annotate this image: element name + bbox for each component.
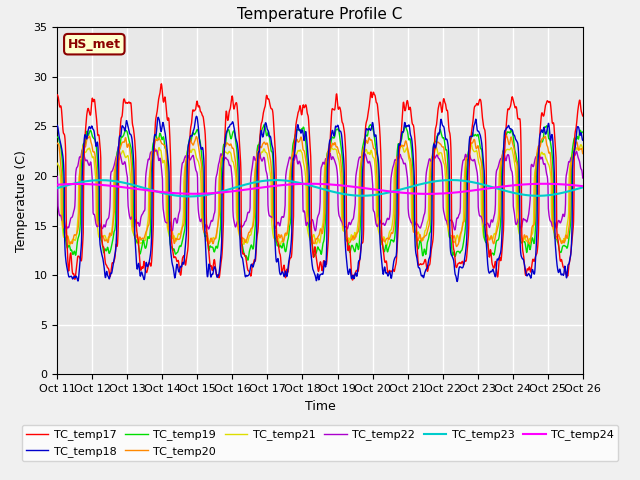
Line: TC_temp20: TC_temp20 <box>58 135 582 247</box>
TC_temp24 <box>297 181 305 187</box>
TC_temp20 <box>297 135 305 141</box>
TC_temp19 <box>288 159 296 165</box>
TC_temp24 <box>94 182 102 188</box>
TC_temp18 <box>115 135 123 141</box>
TC_temp22 <box>254 144 262 149</box>
TC_temp21 <box>467 140 475 146</box>
TC_temp17 <box>297 108 305 114</box>
TC_temp23 <box>297 180 305 186</box>
TC_temp21 <box>54 160 61 166</box>
TC_temp19 <box>115 147 123 153</box>
TC_temp17 <box>115 136 123 142</box>
TC_temp22 <box>288 157 296 163</box>
TC_temp23 <box>185 193 193 199</box>
TC_temp18 <box>193 113 200 119</box>
TC_temp19 <box>54 134 61 140</box>
Text: HS_met: HS_met <box>68 38 121 51</box>
TC_temp24 <box>276 182 284 188</box>
TC_temp23 <box>579 184 586 190</box>
TC_temp21 <box>115 156 123 162</box>
TC_temp22 <box>200 229 208 235</box>
TC_temp23 <box>447 177 455 183</box>
Line: TC_temp24: TC_temp24 <box>58 184 582 194</box>
TC_temp22 <box>353 167 361 172</box>
TC_temp18 <box>353 273 360 279</box>
TC_temp20 <box>115 146 123 152</box>
TC_temp18 <box>297 130 305 136</box>
TC_temp20 <box>452 244 460 250</box>
TC_temp21 <box>276 241 284 247</box>
Line: TC_temp22: TC_temp22 <box>58 146 582 232</box>
TC_temp23 <box>287 179 295 184</box>
TC_temp21 <box>287 160 295 166</box>
Line: TC_temp18: TC_temp18 <box>58 116 582 282</box>
TC_temp24 <box>306 181 314 187</box>
TC_temp18 <box>287 237 295 242</box>
TC_temp17 <box>287 253 295 259</box>
TC_temp18 <box>453 279 461 285</box>
TC_temp17 <box>349 277 356 283</box>
TC_temp20 <box>54 140 61 146</box>
TC_temp17 <box>54 92 61 98</box>
TC_temp21 <box>353 232 360 238</box>
TC_temp18 <box>54 122 61 128</box>
TC_temp18 <box>94 144 102 150</box>
TC_temp21 <box>94 228 102 234</box>
TC_temp24 <box>424 191 431 197</box>
TC_temp19 <box>277 243 285 249</box>
Title: Temperature Profile C: Temperature Profile C <box>237 7 403 22</box>
TC_temp21 <box>276 243 284 249</box>
TC_temp20 <box>276 235 284 240</box>
TC_temp17 <box>157 81 165 87</box>
TC_temp17 <box>579 113 586 119</box>
Line: TC_temp17: TC_temp17 <box>58 84 582 280</box>
TC_temp18 <box>276 272 284 277</box>
TC_temp20 <box>353 231 360 237</box>
TC_temp23 <box>54 185 61 191</box>
TC_temp18 <box>579 137 586 143</box>
TC_temp20 <box>287 160 295 166</box>
TC_temp20 <box>502 132 510 138</box>
Line: TC_temp23: TC_temp23 <box>58 180 582 196</box>
TC_temp21 <box>297 148 305 154</box>
TC_temp19 <box>579 129 586 135</box>
Line: TC_temp19: TC_temp19 <box>58 125 582 260</box>
TC_temp20 <box>579 151 586 156</box>
Legend: TC_temp17, TC_temp18, TC_temp19, TC_temp20, TC_temp21, TC_temp22, TC_temp23, TC_: TC_temp17, TC_temp18, TC_temp19, TC_temp… <box>22 425 618 461</box>
TC_temp20 <box>94 221 102 227</box>
TC_temp22 <box>277 217 285 223</box>
Y-axis label: Temperature (C): Temperature (C) <box>15 150 28 252</box>
TC_temp23 <box>115 179 123 185</box>
TC_temp24 <box>353 184 360 190</box>
TC_temp19 <box>298 127 305 132</box>
TC_temp17 <box>276 254 284 260</box>
TC_temp21 <box>579 145 586 151</box>
TC_temp19 <box>94 168 102 174</box>
TC_temp24 <box>579 183 586 189</box>
TC_temp22 <box>94 223 102 228</box>
TC_temp23 <box>276 177 284 183</box>
TC_temp22 <box>54 174 61 180</box>
TC_temp19 <box>353 241 361 247</box>
TC_temp23 <box>94 177 102 183</box>
TC_temp24 <box>287 181 295 187</box>
TC_temp19 <box>260 122 268 128</box>
TC_temp24 <box>54 182 61 188</box>
TC_temp22 <box>298 165 305 170</box>
TC_temp17 <box>353 267 361 273</box>
TC_temp19 <box>244 257 252 263</box>
TC_temp22 <box>115 148 123 154</box>
TC_temp23 <box>353 192 360 198</box>
Line: TC_temp21: TC_temp21 <box>58 143 582 246</box>
X-axis label: Time: Time <box>305 400 335 413</box>
TC_temp17 <box>94 132 102 138</box>
TC_temp22 <box>579 175 586 181</box>
TC_temp24 <box>115 184 123 190</box>
